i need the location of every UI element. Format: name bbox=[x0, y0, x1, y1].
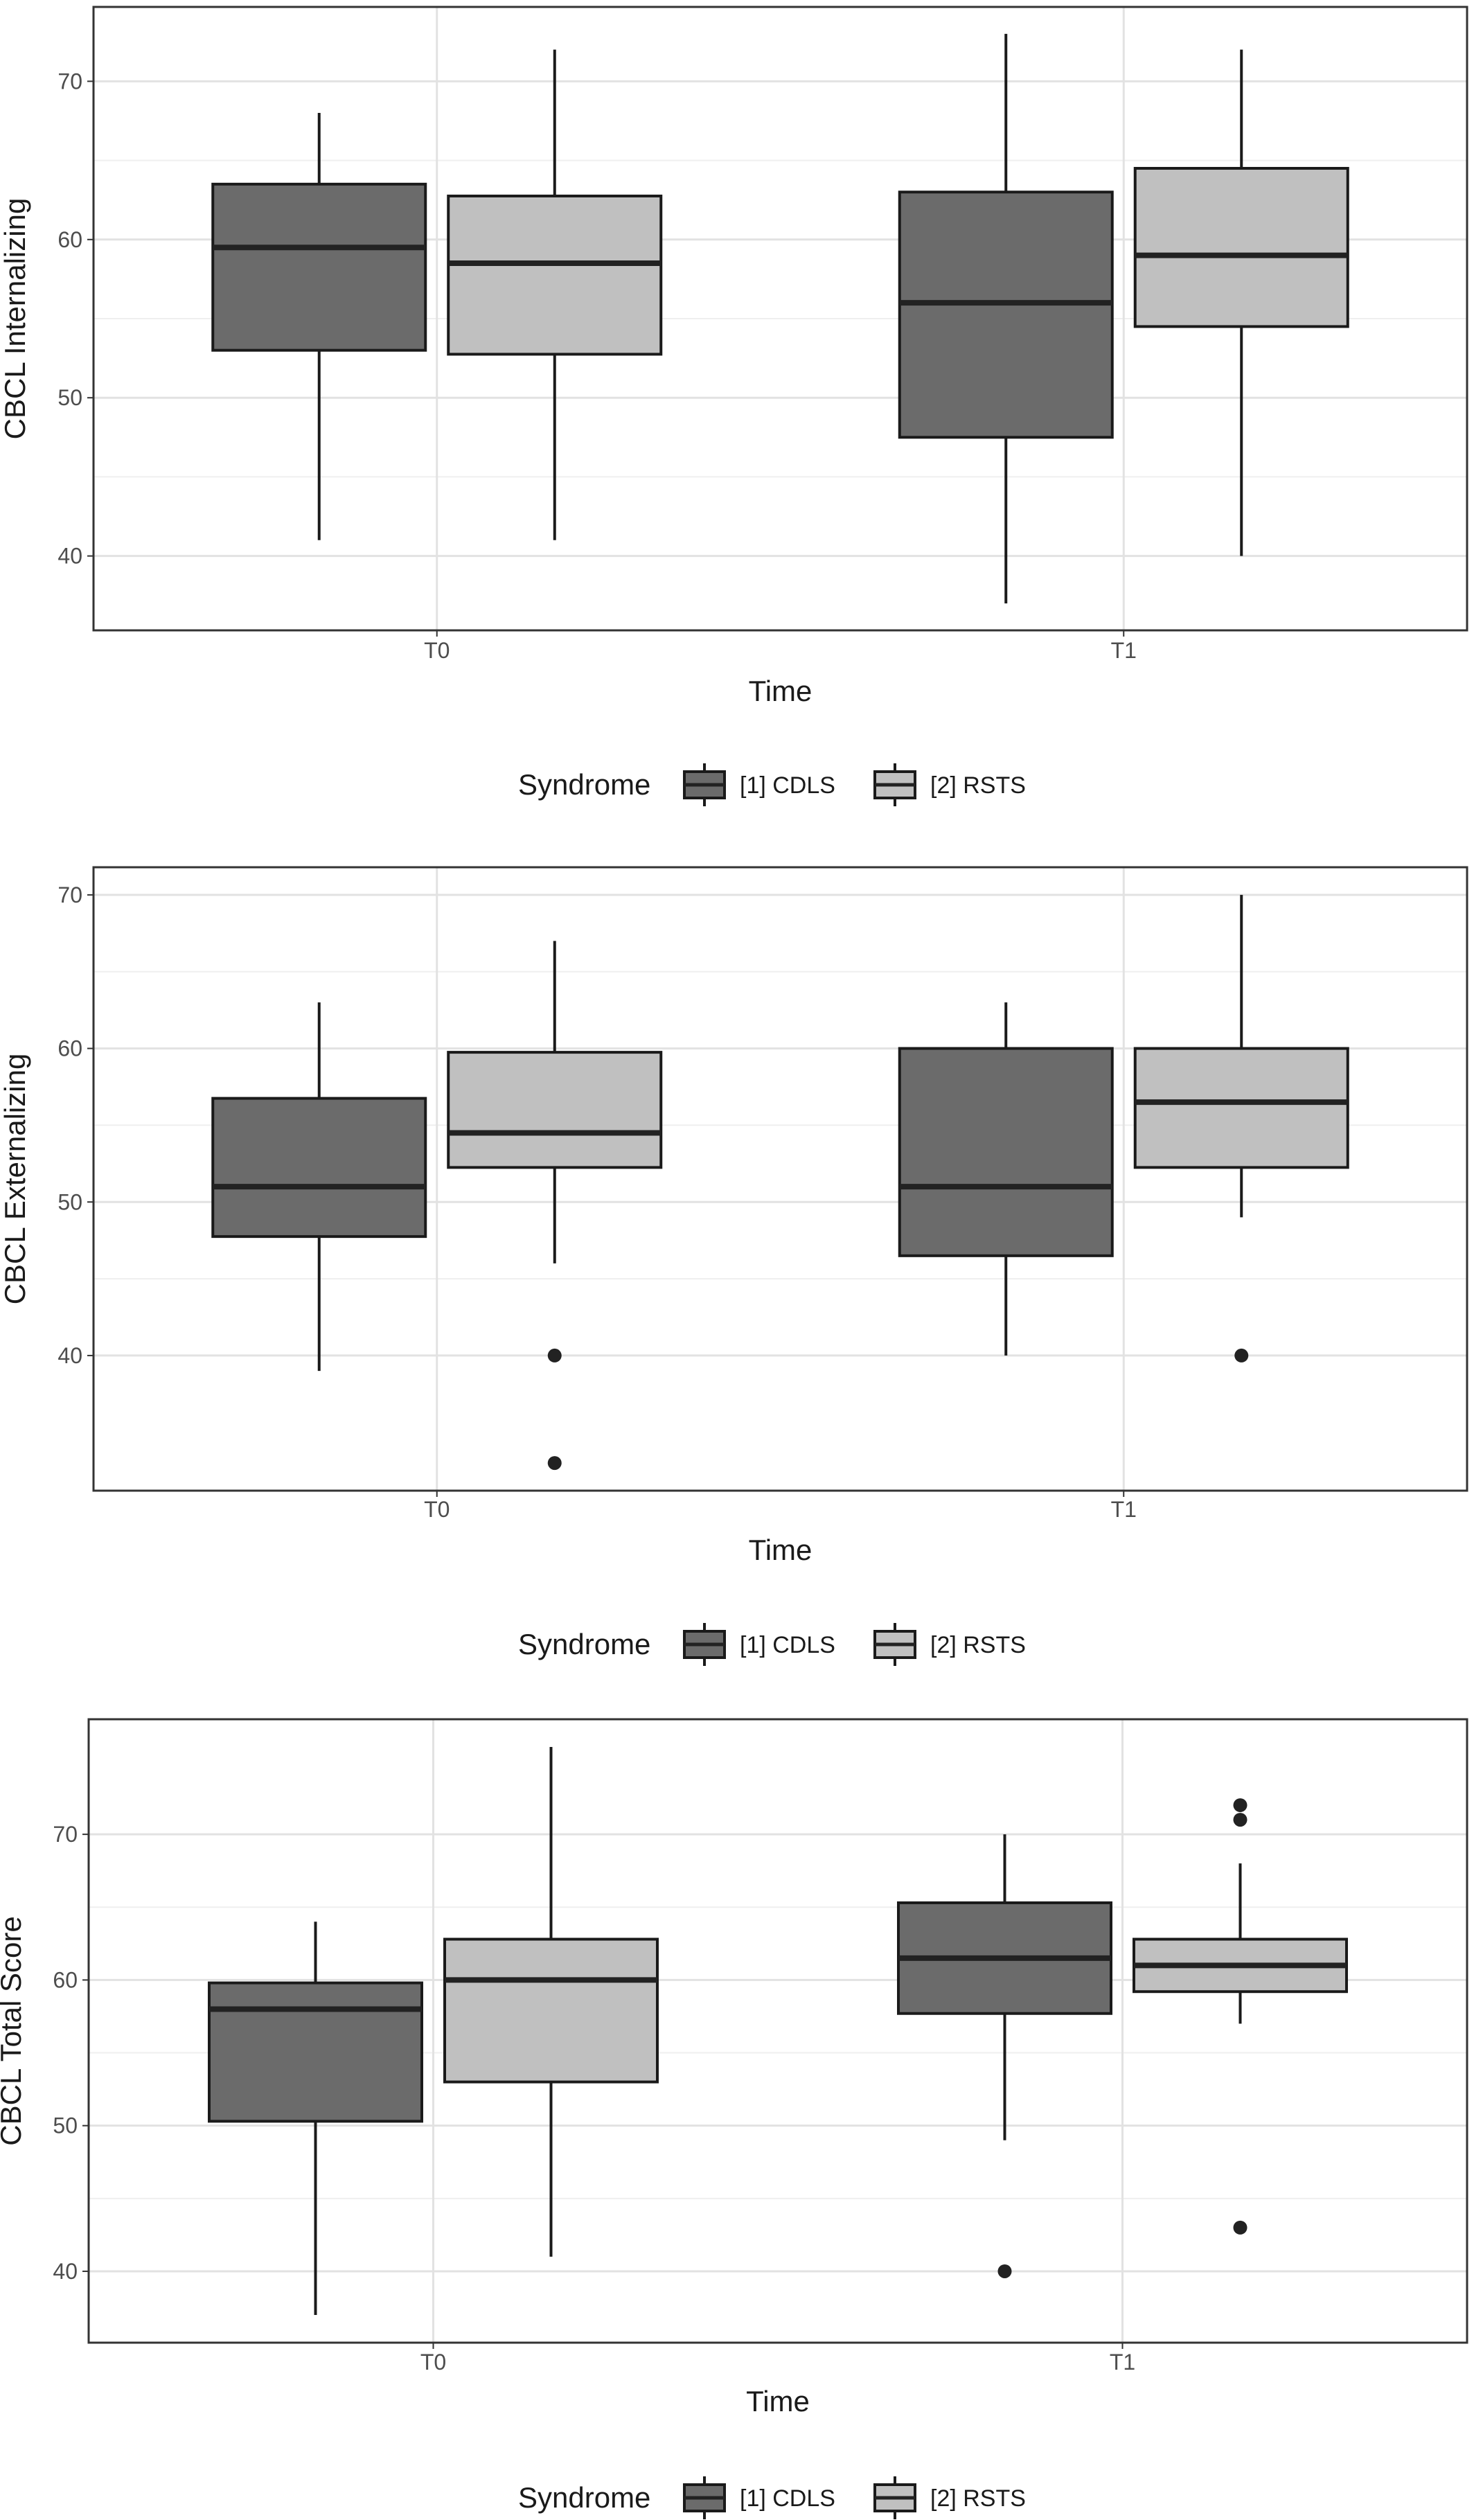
legend-label: [2] RSTS bbox=[930, 1632, 1026, 1658]
iqr-box bbox=[211, 1097, 427, 1239]
legend-key-rsts bbox=[873, 2476, 916, 2519]
legend-label: [1] CDLS bbox=[740, 772, 835, 799]
y-tick-label: 60 bbox=[53, 1967, 78, 1992]
legend: Syndrome [1] CDLS [2] RSTS bbox=[518, 1623, 1026, 1666]
outlier-point bbox=[547, 1348, 562, 1363]
y-tick-label: 50 bbox=[57, 385, 82, 410]
legend-label: [2] RSTS bbox=[930, 772, 1026, 799]
panel-border bbox=[92, 866, 1468, 1492]
x-tick-label: T0 bbox=[420, 2350, 446, 2375]
iqr-box bbox=[208, 1981, 423, 2123]
box-cdls-t1 bbox=[898, 33, 1114, 604]
y-tick-label: 60 bbox=[57, 227, 82, 252]
x-tick-label: T1 bbox=[1111, 638, 1137, 663]
y-tick-label: 50 bbox=[57, 1189, 82, 1214]
outlier-point bbox=[997, 2264, 1012, 2278]
x-tick-label: T0 bbox=[424, 638, 450, 663]
y-axis-title: CBCL Externalizing bbox=[0, 1054, 31, 1305]
y-tick-label: 70 bbox=[57, 69, 82, 94]
iqr-box bbox=[1133, 166, 1349, 328]
chart-panel-1: 40 50 60 70 T0 T1 Time CBCL Internalizing Syndro… bbox=[0, 6, 1468, 806]
legend-key-cdls bbox=[683, 2476, 726, 2519]
y-tick-label: 70 bbox=[57, 882, 82, 907]
y-axis-title: CBCL Internalizing bbox=[0, 198, 31, 440]
x-axis-title: Time bbox=[746, 2385, 810, 2417]
legend-key-rsts bbox=[873, 763, 916, 806]
box-rsts-t0 bbox=[447, 49, 663, 540]
box-cdls-t1 bbox=[898, 1002, 1114, 1356]
legend-title: Syndrome bbox=[518, 768, 650, 801]
legend-key-rsts bbox=[873, 1623, 916, 1666]
outlier-point bbox=[547, 1456, 562, 1471]
legend-label: [1] CDLS bbox=[740, 1632, 835, 1658]
iqr-box bbox=[447, 194, 663, 356]
box-cdls-t0 bbox=[211, 1002, 427, 1372]
chart-panel-3: 40 50 60 70 T0 T1 Time CBCL Total Score Syndrome… bbox=[0, 1718, 1468, 2519]
iqr-box bbox=[447, 1051, 663, 1169]
box-cdls-t0 bbox=[208, 1922, 423, 2316]
y-tick-label: 60 bbox=[57, 1036, 82, 1061]
box-cdls-t1 bbox=[897, 1834, 1112, 2278]
legend: Syndrome [1] CDLS [2] RSTS bbox=[518, 2476, 1026, 2519]
y-tick-label: 70 bbox=[53, 1822, 78, 1847]
y-tick-label: 40 bbox=[57, 1343, 82, 1368]
iqr-box bbox=[898, 190, 1114, 439]
y-tick-label: 40 bbox=[57, 544, 82, 569]
y-axis-title: CBCL Total Score bbox=[0, 1916, 27, 2146]
iqr-box bbox=[1133, 1047, 1349, 1169]
chart-panel-2: 40 50 60 70 T0 T1 Time CBCL Externalizing Syndro… bbox=[0, 866, 1468, 1666]
outlier-point bbox=[1233, 1813, 1247, 1827]
y-tick-label: 50 bbox=[53, 2113, 78, 2138]
box-rsts-t0 bbox=[443, 1746, 659, 2257]
x-tick-label: T0 bbox=[424, 1497, 450, 1522]
outlier-point bbox=[1233, 1798, 1247, 1813]
box-cdls-t0 bbox=[211, 113, 427, 540]
x-tick-label: T1 bbox=[1111, 1497, 1137, 1522]
outlier-point bbox=[1233, 2220, 1247, 2235]
box-rsts-t1 bbox=[1133, 49, 1349, 556]
legend-key-cdls bbox=[683, 763, 726, 806]
x-axis-title: Time bbox=[749, 1534, 813, 1566]
legend-label: [1] CDLS bbox=[740, 2485, 835, 2512]
legend-title: Syndrome bbox=[518, 2481, 650, 2514]
iqr-box bbox=[211, 182, 427, 352]
panel-border bbox=[87, 1718, 1468, 2344]
x-tick-label: T1 bbox=[1110, 2350, 1135, 2375]
legend-key-cdls bbox=[683, 1623, 726, 1666]
x-axis-title: Time bbox=[749, 675, 813, 707]
legend-label: [2] RSTS bbox=[930, 2485, 1026, 2512]
iqr-box bbox=[443, 1937, 659, 2084]
y-tick-label: 40 bbox=[53, 2259, 78, 2284]
box-rsts-t1 bbox=[1133, 894, 1349, 1363]
panel-border bbox=[92, 6, 1468, 632]
outlier-point bbox=[1234, 1348, 1249, 1363]
legend-title: Syndrome bbox=[518, 1628, 650, 1660]
box-rsts-t0 bbox=[447, 941, 663, 1471]
iqr-box bbox=[898, 1047, 1114, 1257]
box-rsts-t1 bbox=[1133, 1798, 1348, 2235]
legend: Syndrome [1] CDLS [2] RSTS bbox=[518, 763, 1026, 806]
